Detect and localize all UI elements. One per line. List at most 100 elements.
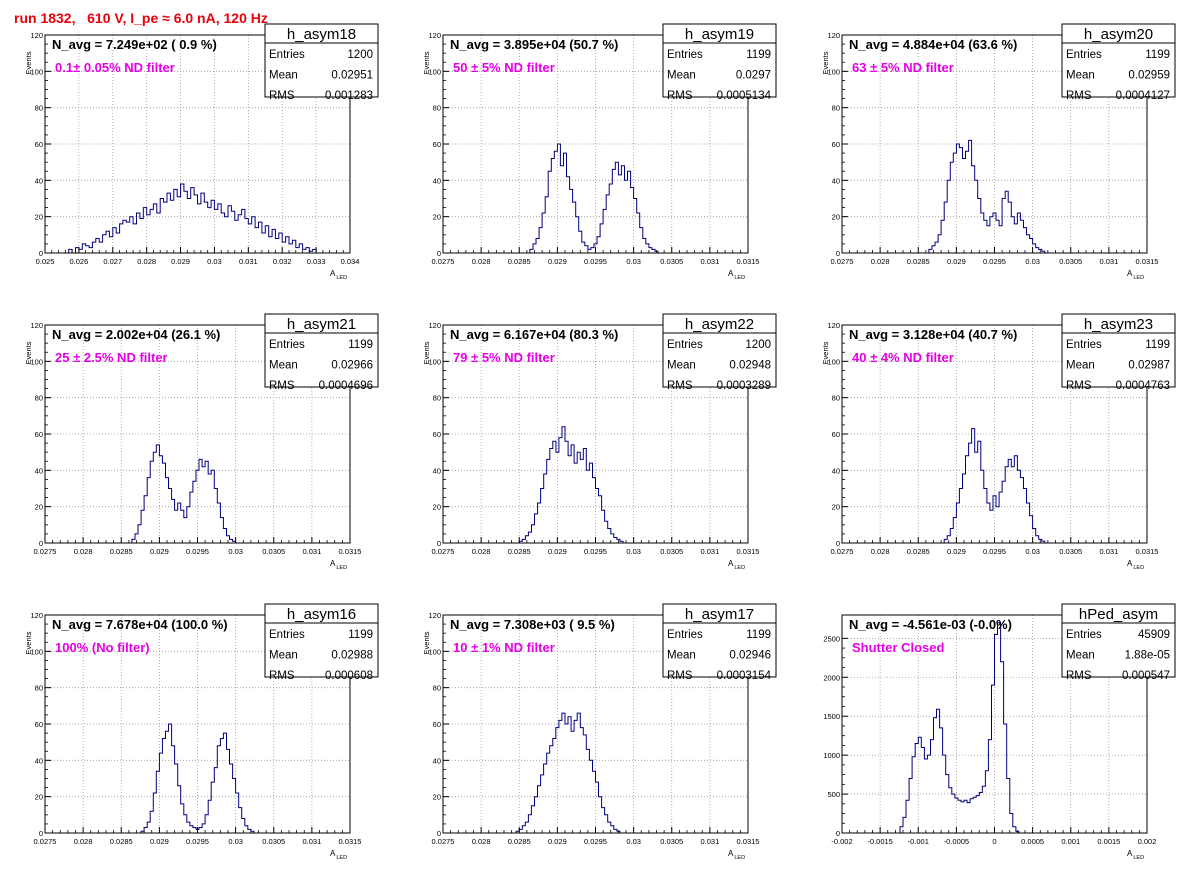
histogram-panel-hPed_asym: -0.002 -0.0015 -0.001 -0.0005 0 0.0005 0.001 0.… bbox=[823, 603, 1176, 861]
run-title: run 1832, 610 V, I_pe ≈ 6.0 nA, 120 Hz bbox=[14, 10, 268, 26]
y-tick-label: 120 bbox=[30, 321, 43, 330]
x-tick-label: 0.028 bbox=[74, 837, 93, 846]
stats-label-entries: Entries bbox=[1066, 339, 1102, 351]
navg-label: N_avg = 2.002e+04 (26.1 %) bbox=[52, 327, 220, 342]
y-tick-label: 80 bbox=[433, 394, 441, 403]
histogram-name: h_asym21 bbox=[287, 316, 356, 333]
stats-value-mean: 0.02959 bbox=[1128, 70, 1170, 82]
histogram-name: h_asym19 bbox=[685, 26, 754, 43]
y-axis-title: Events bbox=[821, 51, 830, 74]
x-tick-label: -0.0015 bbox=[867, 837, 892, 846]
stats-label-entries: Entries bbox=[269, 629, 305, 641]
x-tick-label: 0.0295 bbox=[983, 257, 1006, 266]
histogram-line bbox=[899, 622, 1020, 833]
histogram-line bbox=[518, 426, 624, 543]
x-tick-label: 0.0295 bbox=[186, 547, 209, 556]
y-tick-label: 0 bbox=[836, 539, 840, 548]
y-tick-label: 2000 bbox=[823, 673, 840, 682]
stats-value-entries: 1199 bbox=[746, 49, 771, 61]
x-tick-label: 0.0275 bbox=[831, 257, 854, 266]
y-tick-label: 60 bbox=[433, 720, 441, 729]
x-tick-label: 0.032 bbox=[273, 257, 292, 266]
x-tick-label: 0.0285 bbox=[508, 837, 531, 846]
y-tick-label: 20 bbox=[35, 213, 43, 222]
x-tick-label: 0.031 bbox=[239, 257, 258, 266]
x-tick-label: 0.001 bbox=[1061, 837, 1080, 846]
x-tick-label: 0.029 bbox=[548, 257, 567, 266]
stats-box bbox=[264, 313, 379, 388]
histogram-name: h_asym17 bbox=[685, 606, 754, 623]
y-axis-title: Events bbox=[24, 51, 33, 74]
x-tick-label: 0.031 bbox=[1099, 257, 1118, 266]
histogram-panel-h_asym22: 0.0275 0.028 0.0285 0.029 0.0295 0.03 0.0305 0.… bbox=[422, 313, 777, 571]
stats-label-mean: Mean bbox=[269, 360, 298, 372]
navg-label: N_avg = 6.167e+04 (80.3 %) bbox=[450, 327, 618, 342]
x-tick-label: 0.025 bbox=[36, 257, 55, 266]
stats-value-mean: 0.02951 bbox=[331, 70, 373, 82]
x-tick-label: 0.03 bbox=[626, 547, 641, 556]
histogram-line bbox=[131, 444, 237, 543]
x-tick-label: 0.029 bbox=[150, 837, 169, 846]
stats-value-rms: 0.0003289 bbox=[717, 380, 771, 392]
stats-value-rms: 0.0004127 bbox=[1116, 90, 1170, 102]
x-tick-label: 0.0315 bbox=[737, 257, 760, 266]
x-tick-label: 0.03 bbox=[626, 837, 641, 846]
x-tick-label: 0.0305 bbox=[262, 837, 285, 846]
y-tick-label: 0 bbox=[836, 829, 840, 838]
stats-value-entries: 1200 bbox=[745, 339, 771, 351]
y-tick-label: 20 bbox=[832, 503, 840, 512]
x-tick-label: 0.0015 bbox=[1097, 837, 1120, 846]
x-tick-label: 0.028 bbox=[871, 547, 890, 556]
navg-label: N_avg = 4.884e+04 (63.6 %) bbox=[849, 37, 1017, 52]
y-tick-label: 40 bbox=[35, 176, 43, 185]
y-tick-label: 120 bbox=[827, 321, 840, 330]
stats-value-mean: 0.02966 bbox=[331, 360, 373, 372]
y-tick-label: 1000 bbox=[823, 751, 840, 760]
y-tick-label: 0 bbox=[437, 539, 441, 548]
x-tick-label: 0.033 bbox=[307, 257, 326, 266]
stats-label-entries: Entries bbox=[667, 339, 703, 351]
stats-label-mean: Mean bbox=[1066, 650, 1095, 662]
x-axis-title-sub: LED bbox=[1133, 565, 1144, 571]
filter-annotation: 100% (No filter) bbox=[55, 640, 150, 655]
x-tick-label: 0.0305 bbox=[660, 257, 683, 266]
y-tick-label: 20 bbox=[35, 793, 43, 802]
stats-label-entries: Entries bbox=[1066, 629, 1102, 641]
x-axis-title-sub: LED bbox=[734, 565, 745, 571]
x-tick-label: 0.0305 bbox=[1059, 547, 1082, 556]
histogram-panel-h_asym20: 0.0275 0.028 0.0285 0.029 0.0295 0.03 0.0305 0.… bbox=[821, 23, 1176, 281]
x-tick-label: 0.0285 bbox=[110, 547, 133, 556]
x-tick-label: 0.0275 bbox=[831, 547, 854, 556]
y-tick-label: 0 bbox=[39, 829, 43, 838]
y-tick-label: 80 bbox=[35, 394, 43, 403]
y-tick-label: 100 bbox=[428, 647, 441, 656]
x-tick-label: 0.028 bbox=[472, 257, 491, 266]
y-axis-title: Events bbox=[422, 341, 431, 364]
stats-value-rms: 0.001283 bbox=[325, 90, 373, 102]
stats-label-entries: Entries bbox=[269, 339, 305, 351]
stats-label-entries: Entries bbox=[269, 49, 305, 61]
y-tick-label: 120 bbox=[827, 31, 840, 40]
x-tick-label: 0.0285 bbox=[110, 837, 133, 846]
y-tick-label: 120 bbox=[30, 31, 43, 40]
y-tick-label: 0 bbox=[836, 249, 840, 258]
histogram-line bbox=[529, 143, 659, 253]
stats-box bbox=[264, 603, 379, 678]
stats-value-entries: 1199 bbox=[1145, 339, 1170, 351]
x-axis-title: ALED bbox=[728, 269, 745, 281]
x-tick-label: 0.03 bbox=[626, 257, 641, 266]
y-tick-label: 100 bbox=[428, 357, 441, 366]
stats-label-rms: RMS bbox=[667, 90, 693, 102]
y-tick-label: 80 bbox=[832, 394, 840, 403]
x-tick-label: 0.0275 bbox=[432, 837, 455, 846]
x-tick-label: 0.029 bbox=[171, 257, 190, 266]
y-tick-label: 60 bbox=[832, 430, 840, 439]
navg-label: N_avg = 7.249e+02 ( 0.9 %) bbox=[52, 37, 217, 52]
stats-box bbox=[1061, 603, 1176, 678]
x-tick-label: 0.0275 bbox=[34, 547, 57, 556]
y-tick-label: 40 bbox=[433, 466, 441, 475]
x-tick-label: 0.0305 bbox=[1059, 257, 1082, 266]
y-tick-label: 60 bbox=[35, 140, 43, 149]
x-tick-label: 0.0315 bbox=[1136, 547, 1159, 556]
x-tick-label: 0.027 bbox=[103, 257, 122, 266]
